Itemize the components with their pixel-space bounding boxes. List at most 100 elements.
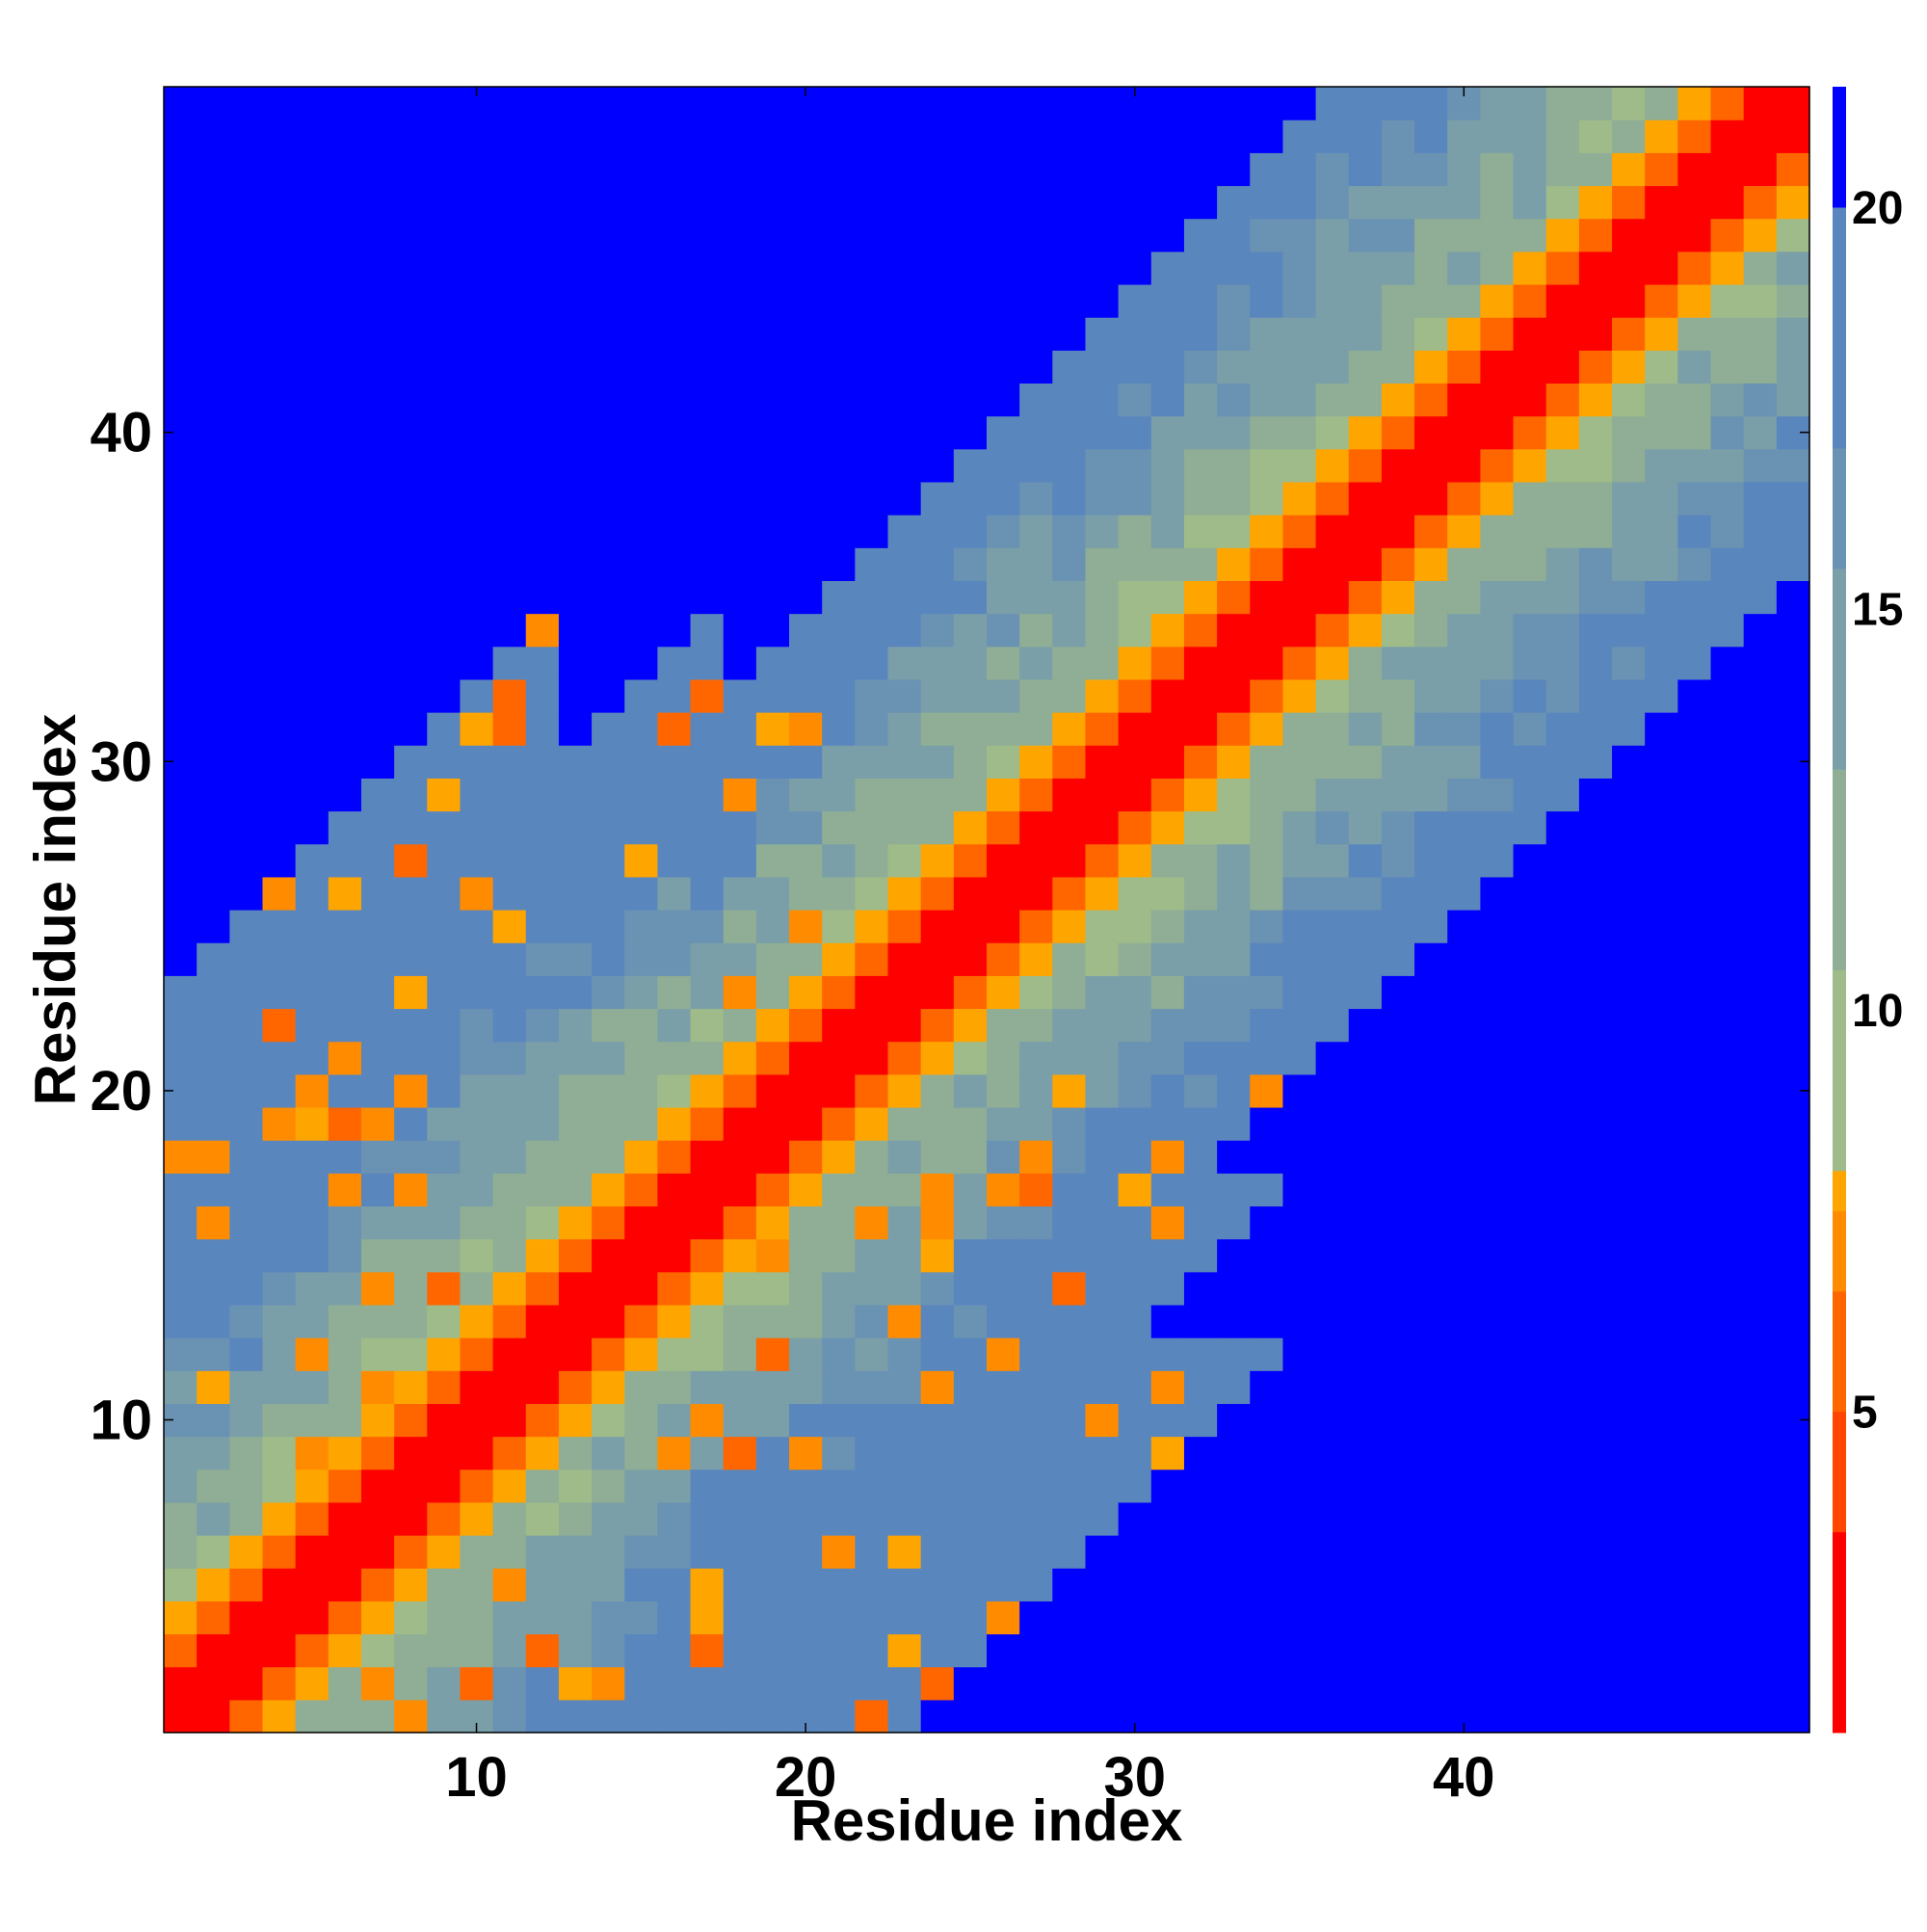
heatmap-cell — [1677, 152, 1712, 187]
heatmap-cell — [229, 547, 264, 581]
heatmap-cell — [920, 185, 955, 220]
heatmap-cell — [427, 1469, 462, 1503]
heatmap-cell — [394, 415, 428, 450]
heatmap-cell — [1183, 1140, 1218, 1174]
heatmap-cell — [229, 942, 264, 976]
heatmap-cell — [657, 1633, 692, 1668]
heatmap-cell — [822, 1106, 856, 1141]
heatmap-cell — [460, 975, 494, 1010]
heatmap-cell — [657, 251, 692, 285]
heatmap-cell — [624, 1205, 658, 1240]
heatmap-cell — [1348, 1601, 1383, 1635]
heatmap-cell — [1612, 843, 1646, 878]
heatmap-cell — [1743, 1699, 1778, 1734]
heatmap-cell — [1085, 910, 1120, 943]
heatmap-cell — [624, 415, 658, 450]
heatmap-cell — [229, 87, 264, 120]
heatmap-cell — [723, 745, 757, 779]
heatmap-cell — [1052, 448, 1087, 483]
heatmap-cell — [1019, 1601, 1053, 1635]
colorbar-segment — [1833, 1531, 1846, 1734]
heatmap-cell — [492, 119, 527, 153]
heatmap-cell — [295, 1238, 330, 1273]
heatmap-cell — [1019, 1568, 1053, 1601]
heatmap-cell — [360, 1436, 395, 1470]
heatmap-cell — [229, 1008, 264, 1043]
heatmap-cell — [690, 119, 725, 153]
heatmap-cell — [1085, 778, 1120, 812]
heatmap-cell — [1183, 481, 1218, 516]
heatmap-cell — [328, 515, 362, 548]
heatmap-cell — [1645, 646, 1678, 680]
heatmap-cell — [197, 1601, 230, 1635]
heatmap-cell — [1381, 678, 1415, 713]
heatmap-cell — [164, 87, 198, 120]
heatmap-cell — [1545, 1073, 1580, 1108]
heatmap-cell — [920, 778, 955, 812]
heatmap-cell — [1282, 745, 1317, 779]
heatmap-cell — [558, 1008, 593, 1043]
heatmap-cell — [855, 1073, 889, 1108]
heatmap-cell — [1513, 317, 1547, 351]
heatmap-cell — [1118, 283, 1152, 318]
heatmap-cell — [1743, 810, 1778, 845]
heatmap-cell — [690, 415, 725, 450]
heatmap-cell — [197, 1140, 230, 1174]
heatmap-cell — [460, 1304, 494, 1338]
heatmap-cell — [262, 481, 297, 516]
heatmap-cell — [1645, 515, 1678, 548]
heatmap-cell — [295, 975, 330, 1010]
heatmap-cell — [1677, 712, 1712, 746]
heatmap-cell — [789, 1073, 823, 1108]
heatmap-cell — [1348, 350, 1383, 384]
heatmap-cell — [987, 1337, 1020, 1371]
heatmap-cell — [1414, 317, 1448, 351]
heatmap-cell — [1282, 810, 1317, 845]
heatmap-cell — [558, 119, 593, 153]
heatmap-cell — [1348, 1304, 1383, 1338]
heatmap-cell — [953, 1041, 988, 1075]
heatmap-cell — [1545, 152, 1580, 187]
heatmap-cell — [1348, 1337, 1383, 1371]
heatmap-cell — [1217, 481, 1251, 516]
heatmap-cell — [657, 283, 692, 318]
heatmap-cell — [427, 152, 462, 187]
heatmap-cell — [1118, 678, 1152, 713]
heatmap-cell — [360, 1041, 395, 1075]
heatmap-cell — [789, 448, 823, 483]
heatmap-cell — [492, 448, 527, 483]
heatmap-cell — [1414, 745, 1448, 779]
heatmap-cell — [164, 515, 198, 548]
heatmap-cell — [1677, 1205, 1712, 1240]
heatmap-cell — [525, 1436, 560, 1470]
y-tick-label: 40 — [90, 402, 152, 464]
heatmap-cell — [690, 1501, 725, 1536]
heatmap-cell — [1019, 1370, 1053, 1404]
heatmap-cell — [1118, 1304, 1152, 1338]
heatmap-cell — [1019, 1073, 1053, 1108]
heatmap-cell — [723, 119, 757, 153]
heatmap-cell — [1612, 283, 1646, 318]
heatmap-cell — [1118, 119, 1152, 153]
heatmap-cell — [592, 712, 625, 746]
heatmap-cell — [755, 975, 790, 1010]
heatmap-cell — [427, 1666, 462, 1701]
heatmap-cell — [360, 251, 395, 285]
heatmap-cell — [328, 843, 362, 878]
heatmap-cell — [1282, 843, 1317, 878]
heatmap-cell — [1019, 1633, 1053, 1668]
heatmap-cell — [755, 1073, 790, 1108]
heatmap-cell — [229, 218, 264, 252]
heatmap-cell — [295, 1140, 330, 1174]
heatmap-cell — [1348, 1501, 1383, 1536]
heatmap-cell — [755, 1106, 790, 1141]
heatmap-cell — [164, 448, 198, 483]
heatmap-cell — [657, 910, 692, 943]
heatmap-cell — [624, 1469, 658, 1503]
heatmap-cell — [1315, 1106, 1350, 1141]
heatmap-cell — [887, 678, 922, 713]
heatmap-cell — [262, 119, 297, 153]
heatmap-cell — [1513, 678, 1547, 713]
heatmap-cell — [1019, 678, 1053, 713]
heatmap-cell — [822, 251, 856, 285]
